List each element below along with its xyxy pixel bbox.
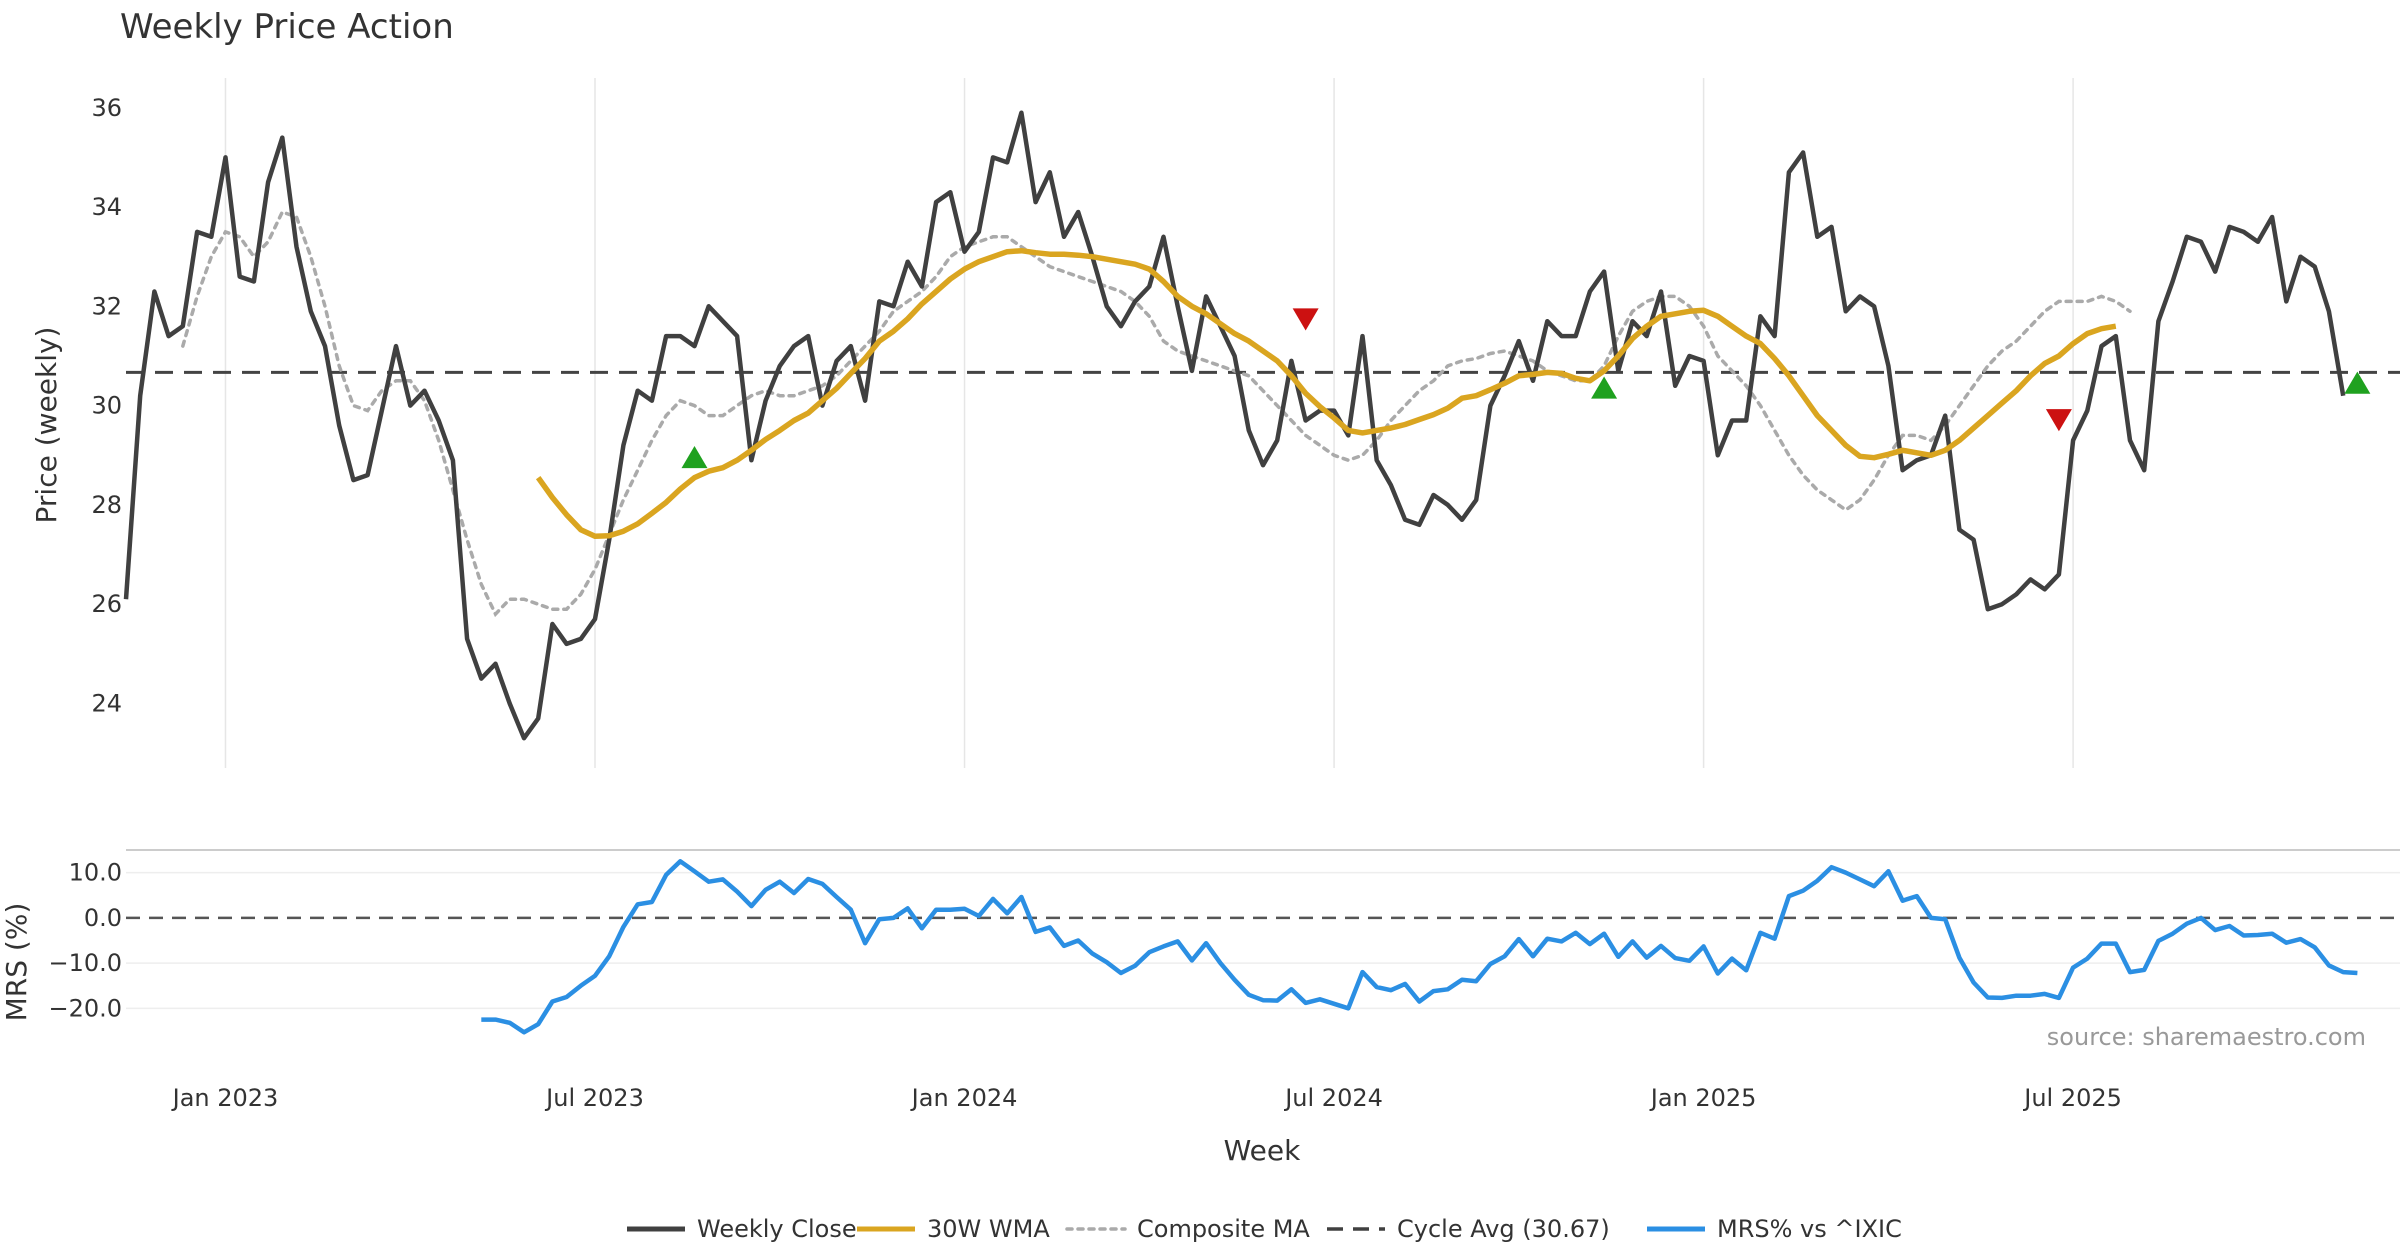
signal-markers: [681, 308, 2371, 469]
x-tick: Jul 2023: [544, 1084, 644, 1112]
price-y-tick: 34: [91, 193, 122, 221]
mrs-y-tick: 0.0: [84, 904, 122, 932]
chart-title: Weekly Price Action: [120, 7, 454, 47]
mrs-line: [481, 859, 2358, 1035]
mrs-y-tick: −20.0: [48, 994, 122, 1022]
source-note: source: sharemaestro.com: [2047, 1023, 2366, 1051]
legend-label: Cycle Avg (30.67): [1397, 1215, 1610, 1243]
wma-30w-line: [535, 247, 2117, 539]
legend-label: Composite MA: [1137, 1215, 1310, 1243]
mrs-y-tick: 10.0: [69, 859, 122, 887]
mrs-y-axis-label: MRS (%): [0, 903, 33, 1022]
price-series: [123, 110, 2400, 741]
sell-signal-marker: [2045, 409, 2072, 432]
legend: Weekly Close 30W WMA Composite MA Cycle Avg…: [627, 1215, 1902, 1243]
weekly-close-line: [123, 110, 2346, 741]
mrs-grid: [126, 849, 2400, 1010]
x-tick: Jan 2025: [1649, 1084, 1757, 1112]
x-tick: Jan 2024: [910, 1084, 1018, 1112]
buy-signal-marker: [2344, 371, 2371, 394]
price-y-tick: 30: [91, 392, 122, 420]
price-grid: [224, 78, 2074, 768]
sell-signal-marker: [1292, 308, 1319, 331]
x-axis-label: Week: [1224, 1134, 1301, 1167]
price-y-ticks: 24 26 28 30 32 34 36: [91, 94, 122, 718]
buy-signal-marker: [1591, 376, 1618, 399]
price-y-tick: 26: [91, 590, 122, 618]
x-tick: Jul 2025: [2022, 1084, 2122, 1112]
price-y-tick: 28: [91, 491, 122, 519]
x-ticks: Jan 2023 Jul 2023 Jan 2024 Jul 2024 Jan 2025…: [171, 1084, 2122, 1112]
x-tick: Jul 2024: [1283, 1084, 1383, 1112]
x-tick: Jan 2023: [171, 1084, 279, 1112]
mrs-series: [481, 859, 2358, 1035]
mrs-y-ticks: 10.0 0.0 −10.0 −20.0: [48, 859, 122, 1023]
mrs-y-tick: −10.0: [48, 949, 122, 977]
price-y-tick: 32: [91, 292, 122, 320]
legend-label: Weekly Close: [697, 1215, 857, 1243]
price-y-tick: 24: [91, 689, 122, 717]
price-y-tick: 36: [91, 94, 122, 122]
buy-signal-marker: [681, 446, 708, 469]
price-y-axis-label: Price (weekly): [30, 327, 63, 524]
composite-ma-line: [181, 209, 2132, 618]
legend-label: 30W WMA: [927, 1215, 1050, 1243]
legend-label: MRS% vs ^IXIC: [1717, 1215, 1902, 1243]
